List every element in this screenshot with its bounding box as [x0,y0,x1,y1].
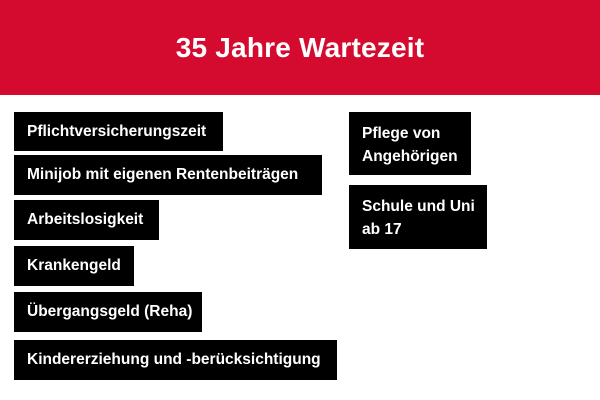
item-schule-uni: Schule und Uni ab 17 [349,185,487,249]
item-label: Minijob mit eigenen Rentenbeiträgen [27,166,299,183]
item-kindererziehung: Kindererziehung und -berücksichtigung [14,340,337,380]
item-label: Arbeitslosigkeit [27,211,144,228]
item-uebergangsgeld: Übergangsgeld (Reha) [14,292,202,332]
item-label: Pflichtversicherungszeit [27,122,207,140]
page-title: 35 Jahre Wartezeit [175,31,425,63]
item-label-line2: ab 17 [362,221,402,238]
item-pflichtversicherungszeit: Pflichtversicherungszeit [14,112,223,151]
item-label-line1: Pflege von [362,125,441,142]
item-label-line2: Angehörigen [362,148,458,165]
item-label: Übergangsgeld (Reha) [27,303,193,320]
header-banner: 35 Jahre Wartezeit [0,0,600,95]
item-minijob: Minijob mit eigenen Rentenbeiträgen [14,155,322,195]
item-label: Kindererziehung und -berücksichtigung [27,351,321,368]
item-arbeitslosigkeit: Arbeitslosigkeit [14,200,159,240]
item-label-line1: Schule und Uni [362,198,475,215]
item-krankengeld: Krankengeld [14,246,134,286]
item-label: Krankengeld [27,257,121,274]
item-pflege: Pflege von Angehörigen [349,112,471,175]
